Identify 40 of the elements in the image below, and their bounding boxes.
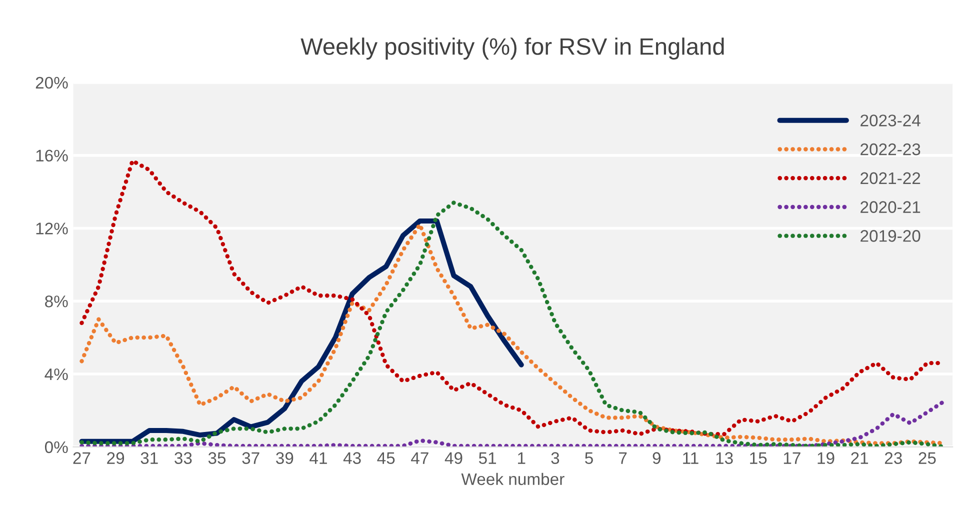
line-series bbox=[80, 399, 946, 447]
legend-label: 2022-23 bbox=[860, 143, 920, 156]
y-tick-label: 16% bbox=[36, 150, 68, 162]
legend-label: 2021-22 bbox=[860, 172, 920, 184]
x-tick-label: 37 bbox=[242, 452, 260, 464]
x-tick-label: 1 bbox=[518, 452, 526, 464]
x-tick-label: 13 bbox=[716, 452, 733, 464]
legend-label: 2020-21 bbox=[860, 201, 920, 213]
x-tick-label: 7 bbox=[619, 452, 627, 464]
x-tick-label: 51 bbox=[478, 452, 496, 464]
x-tick-label: 41 bbox=[310, 452, 327, 464]
y-tick-label: 12% bbox=[36, 222, 68, 234]
x-tick-label: 5 bbox=[585, 452, 593, 464]
y-tick-label: 4% bbox=[44, 368, 68, 380]
x-tick-label: 21 bbox=[851, 452, 868, 464]
y-tick-label: 0% bbox=[44, 441, 68, 454]
legend-label: 2023-24 bbox=[860, 114, 920, 126]
x-tick-label: 49 bbox=[444, 452, 462, 464]
x-tick-label: 19 bbox=[818, 452, 834, 464]
chart-title: Weekly positivity (%) for RSV in England bbox=[300, 38, 724, 60]
x-tick-label: 3 bbox=[551, 452, 560, 464]
y-tick-label: 20% bbox=[36, 76, 68, 89]
x-tick-label: 35 bbox=[208, 452, 226, 464]
x-tick-label: 31 bbox=[140, 452, 158, 464]
y-tick-label: 8% bbox=[45, 296, 68, 308]
x-tick-label: 39 bbox=[276, 452, 294, 464]
x-tick-label: 11 bbox=[683, 452, 698, 464]
x-tick-label: 33 bbox=[174, 452, 192, 464]
x-tick-label: 45 bbox=[377, 452, 395, 464]
x-tick-label: 27 bbox=[73, 452, 90, 464]
x-tick-label: 23 bbox=[884, 452, 902, 464]
legend-label: 2019-20 bbox=[860, 230, 920, 242]
x-tick-label: 15 bbox=[750, 452, 767, 464]
x-axis-title: Week number bbox=[461, 472, 564, 486]
x-tick-label: 29 bbox=[107, 452, 124, 464]
x-tick-label: 17 bbox=[784, 452, 800, 464]
x-tick-label: 47 bbox=[411, 452, 428, 464]
x-tick-label: 43 bbox=[343, 452, 361, 464]
x-tick-label: 25 bbox=[918, 452, 936, 464]
x-tick-label: 9 bbox=[652, 452, 660, 464]
